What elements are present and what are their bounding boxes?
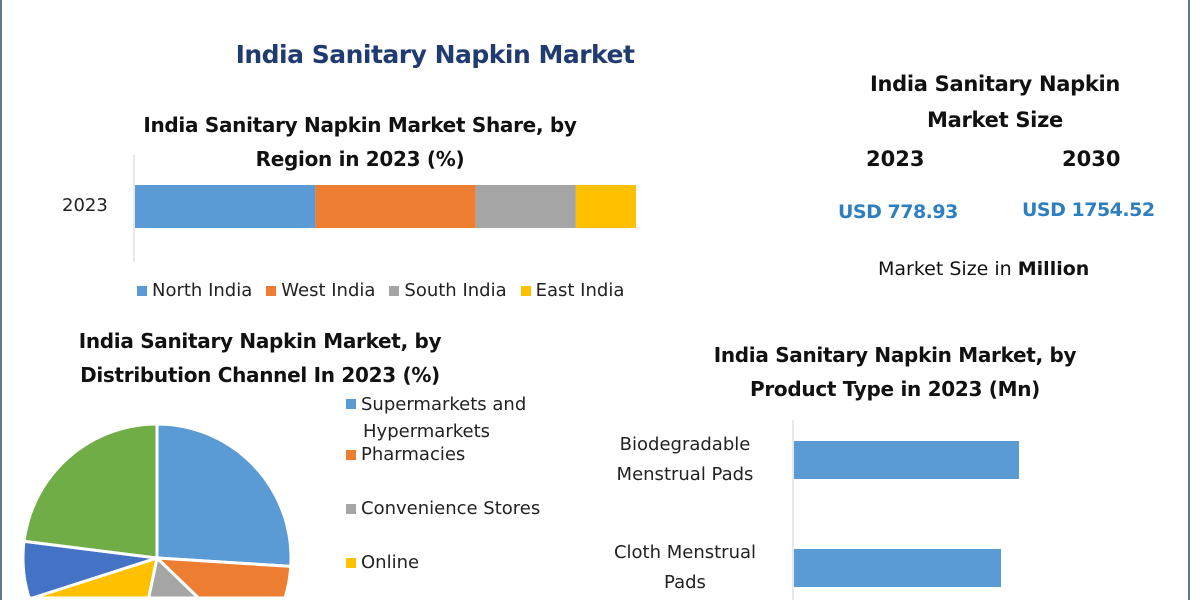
legend-label: East India xyxy=(535,280,625,301)
value-2023: USD 778.93 xyxy=(838,201,958,223)
pie-legend-item: Pharmacies xyxy=(346,444,586,498)
region-legend: North India West India South India East Ind… xyxy=(137,280,624,301)
pie-legend: Supermarkets and Hypermarkets Pharmacies… xyxy=(346,390,586,580)
pie-slice-unlabeled-4 xyxy=(21,539,159,600)
product-title-line2: Product Type in 2023 (Mn) xyxy=(750,377,1040,401)
main-title: India Sanitary Napkin Market xyxy=(235,40,635,69)
market-size-unit: Market Size in Million xyxy=(878,258,1089,280)
pie-chart-title: India Sanitary Napkin Market, by Distrib… xyxy=(40,324,480,392)
legend-swatch xyxy=(346,399,356,409)
pie-title-line1: India Sanitary Napkin Market, by xyxy=(78,329,442,353)
pie-slice-unlabeled-5 xyxy=(22,422,159,560)
region-bar-segment-west-india xyxy=(315,185,476,228)
frame-right-border xyxy=(1188,0,1190,600)
legend-label: Supermarkets and xyxy=(361,393,527,415)
category-line1: Biodegradable xyxy=(619,434,751,455)
region-category-label: 2023 xyxy=(62,195,108,216)
product-bar-0 xyxy=(794,441,1019,479)
legend-swatch xyxy=(520,285,531,296)
legend-label: Online xyxy=(361,552,420,573)
product-title-line1: India Sanitary Napkin Market, by xyxy=(713,343,1077,367)
pie-slice-convenience-stores xyxy=(147,556,200,600)
category-line1: Cloth Menstrual xyxy=(613,542,757,563)
category-line2: Menstrual Pads xyxy=(616,464,754,485)
legend-label: Pharmacies xyxy=(361,444,466,465)
legend-swatch xyxy=(346,450,356,460)
product-category-label: Biodegradable Menstrual Pads xyxy=(590,430,780,490)
region-chart-title: India Sanitary Napkin Market Share, by R… xyxy=(80,108,640,176)
region-bar-segment-east-india xyxy=(575,185,636,228)
year-2023: 2023 xyxy=(866,147,925,171)
pie-legend-item: Convenience Stores xyxy=(346,498,586,552)
market-size-title-line1: India Sanitary Napkin xyxy=(869,72,1121,96)
legend-label: Convenience Stores xyxy=(361,498,541,519)
pie-legend-item-cont: Hypermarkets xyxy=(346,418,586,444)
pie-legend-item: Online xyxy=(346,552,586,580)
unit-bold: Million xyxy=(1017,258,1090,280)
region-legend-item: North India xyxy=(137,280,252,301)
legend-label: West India xyxy=(281,280,376,301)
product-chart-title: India Sanitary Napkin Market, by Product… xyxy=(640,338,1150,406)
region-bar-segment-south-india xyxy=(475,185,576,228)
frame-left-border xyxy=(0,0,2,600)
legend-swatch xyxy=(137,285,147,296)
legend-swatch xyxy=(266,285,277,296)
market-size-title: India Sanitary Napkin Market Size xyxy=(840,66,1150,138)
legend-swatch xyxy=(346,504,356,514)
value-2030: USD 1754.52 xyxy=(1022,199,1155,221)
market-size-title-line2: Market Size xyxy=(927,108,1063,132)
year-2030: 2030 xyxy=(1062,147,1121,171)
legend-swatch xyxy=(346,558,356,568)
region-legend-item: West India xyxy=(266,280,375,301)
pie-slice-pharmacies xyxy=(155,556,293,600)
region-title-line2: Region in 2023 (%) xyxy=(255,147,465,171)
pie-legend-item: Supermarkets and xyxy=(346,390,586,418)
unit-prefix: Market Size in xyxy=(878,258,1018,280)
legend-swatch xyxy=(389,285,400,296)
legend-label: Hypermarkets xyxy=(363,420,491,442)
region-bar-segment-north-india xyxy=(135,185,316,228)
pie-slice-supermarkets-and-hypermarkets xyxy=(155,422,293,568)
category-line2: Pads xyxy=(664,572,706,593)
region-legend-item: East India xyxy=(520,280,625,301)
legend-label: South India xyxy=(404,280,507,301)
product-category-label: Cloth Menstrual Pads xyxy=(590,538,780,598)
pie-title-line2: Distribution Channel In 2023 (%) xyxy=(80,363,440,387)
region-title-line1: India Sanitary Napkin Market Share, by xyxy=(143,113,577,137)
legend-label: North India xyxy=(152,280,253,301)
region-legend-item: South India xyxy=(389,280,507,301)
product-bar-1 xyxy=(794,549,1001,587)
